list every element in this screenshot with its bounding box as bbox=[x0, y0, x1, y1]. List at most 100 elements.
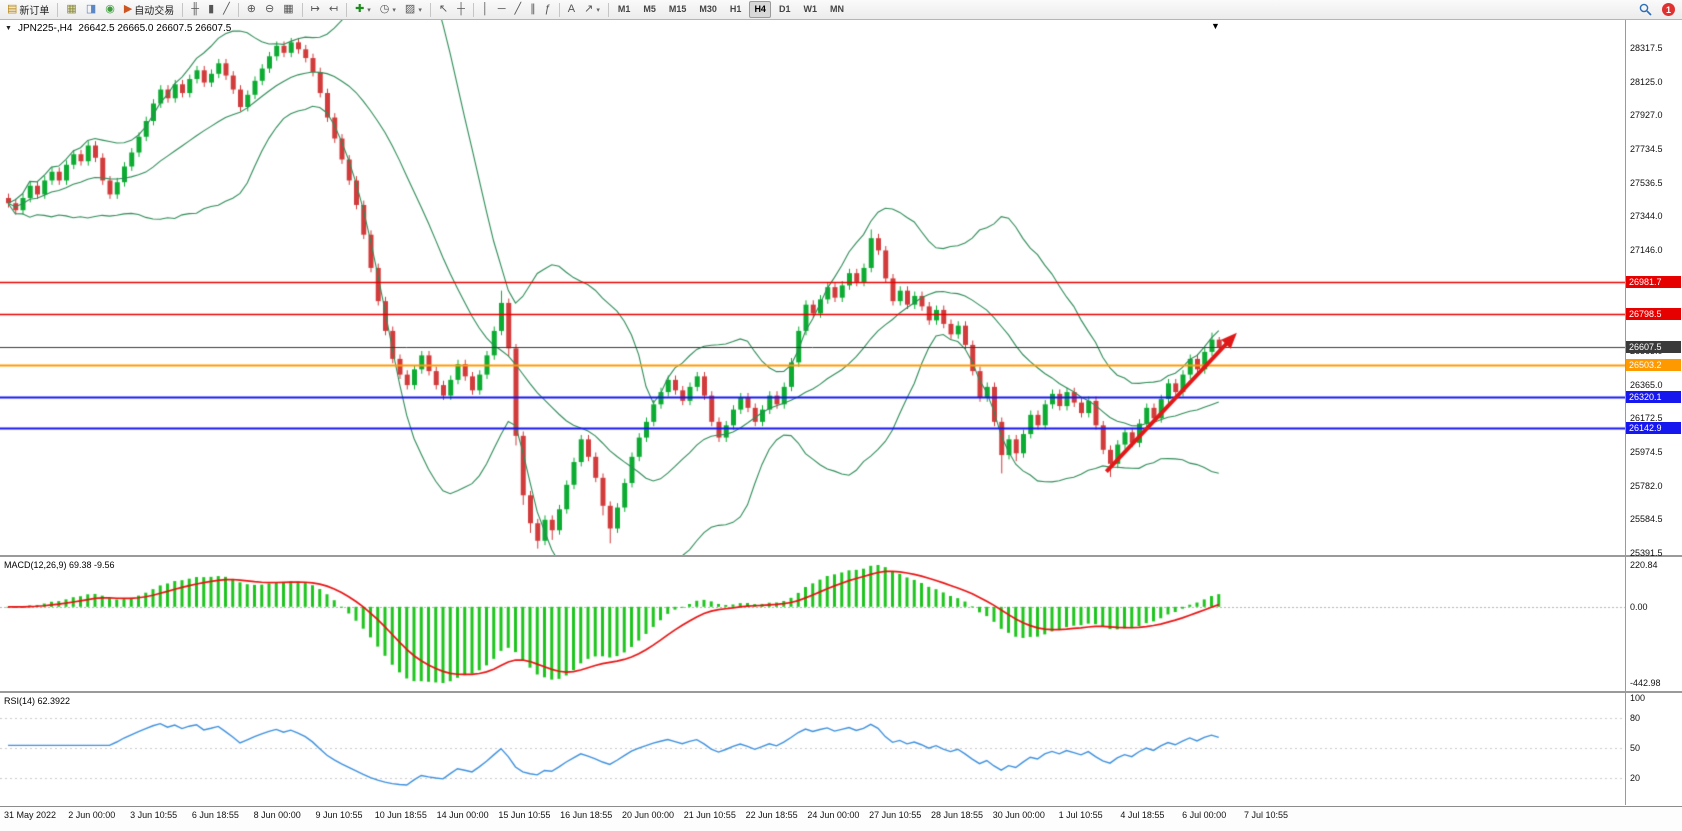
bar-chart-button[interactable]: ╫ bbox=[187, 0, 203, 19]
candlestick-chart-icon: ▮ bbox=[208, 3, 215, 15]
chart-symbol-period: JPN225-,H4 bbox=[17, 23, 73, 34]
toolbar-separator bbox=[607, 2, 609, 17]
toolbar-separator bbox=[429, 2, 431, 17]
panel-separator[interactable] bbox=[0, 691, 1682, 693]
timeframe-h4-button[interactable]: H4 bbox=[749, 1, 771, 18]
profiles-button[interactable]: ◨ bbox=[82, 0, 100, 19]
arrows-dropdown-arrow[interactable]: ▾ bbox=[596, 6, 600, 14]
time-axis-label: 24 Jun 00:00 bbox=[807, 810, 860, 820]
timeframe-m15-button[interactable]: M15 bbox=[668, 4, 687, 14]
zoom-in-button[interactable]: ⊕ bbox=[243, 0, 260, 19]
line-chart-icon: ╱ bbox=[223, 3, 230, 15]
periods-button[interactable]: ◷ ▾ bbox=[376, 0, 400, 19]
arrows-button[interactable]: ↗ ▾ bbox=[580, 0, 604, 19]
timeframe-d1-button[interactable]: D1 bbox=[778, 4, 791, 14]
price-tag-level[interactable]: 26503.2 bbox=[1626, 359, 1681, 372]
templates-dropdown-arrow[interactable]: ▾ bbox=[418, 6, 422, 14]
price-tag-current-price[interactable]: 26607.5 bbox=[1626, 341, 1681, 354]
trendline-button[interactable]: ╱ bbox=[511, 0, 526, 19]
chart-shift-marker[interactable]: ▼ bbox=[1211, 21, 1220, 31]
price-axis-label: 27734.5 bbox=[1630, 144, 1663, 154]
price-axis-label: 28125.0 bbox=[1630, 76, 1663, 87]
horizontal-line-button[interactable]: ─ bbox=[494, 0, 510, 19]
toolbar-buttons: ▤ 新订单 ▦ ◨ ◉ ▶ 自动交易 ╫ ▮ ╱ ⊕ ⊖ ▦ ↦ ↤ ✚ ▾ ◷ ▾ ▨ ▾ ↖ ┼ │ ─ ╱ ∥ ƒ A ↗ ▾ bbox=[3, 0, 612, 19]
time-axis-label: 10 Jun 18:55 bbox=[374, 810, 427, 820]
periods-dropdown-arrow[interactable]: ▾ bbox=[392, 6, 396, 14]
main-price-chart[interactable] bbox=[0, 20, 1625, 555]
search-icon bbox=[1639, 3, 1652, 16]
indicators-dropdown-arrow[interactable]: ▾ bbox=[367, 6, 371, 14]
timeframe-m30-button[interactable]: M30 bbox=[699, 4, 717, 14]
zoom-out-button[interactable]: ⊖ bbox=[261, 0, 278, 19]
toolbar-separator bbox=[472, 2, 474, 17]
time-axis-label: 6 Jul 00:00 bbox=[1182, 810, 1227, 820]
charts-window-button[interactable]: ▦ bbox=[62, 0, 80, 19]
toolbar: ▤ 新订单 ▦ ◨ ◉ ▶ 自动交易 ╫ ▮ ╱ ⊕ ⊖ ▦ ↦ ↤ ✚ ▾ ◷ ▾ ▨ ▾ ↖ ┼ │ ─ ╱ ∥ ƒ A ↗ ▾ M1 M… bbox=[0, 0, 1682, 20]
price-axis-label: 27344.0 bbox=[1630, 211, 1663, 222]
price-tag-support[interactable]: 26320.1 bbox=[1626, 391, 1681, 404]
market-watch-button[interactable]: ◉ bbox=[101, 0, 119, 19]
search-button[interactable] bbox=[1635, 0, 1656, 19]
timeframe-w1-button[interactable]: W1 bbox=[803, 4, 817, 14]
templates-button[interactable]: ▨ ▾ bbox=[401, 0, 426, 19]
time-axis-label: 31 May 2022 bbox=[3, 810, 57, 820]
cursor-button[interactable]: ↖ bbox=[435, 0, 452, 19]
toolbar-separator bbox=[558, 2, 560, 17]
line-chart-button[interactable]: ╱ bbox=[219, 0, 234, 19]
auto-scroll-icon: ↦ bbox=[310, 3, 320, 15]
bar-chart-icon: ╫ bbox=[191, 3, 200, 15]
toolbar-separator bbox=[57, 2, 59, 17]
price-axis-label: 25782.0 bbox=[1630, 480, 1663, 491]
chart-ohlc: 26642.5 26665.0 26607.5 26607.5 bbox=[78, 23, 232, 34]
time-axis-label: 20 Jun 00:00 bbox=[621, 810, 675, 820]
timeframe-h1-button[interactable]: H1 bbox=[729, 4, 742, 14]
rsi-axis-label: 80 bbox=[1630, 713, 1641, 723]
timeframe-m1-button[interactable]: M1 bbox=[617, 4, 631, 14]
candlestick-chart-button[interactable]: ▮ bbox=[204, 0, 218, 19]
rsi-label: RSI(14) 62.3922 bbox=[4, 696, 71, 706]
equidistant-channel-button[interactable]: ∥ bbox=[526, 0, 540, 19]
chart-area: ▼ JPN225-,H4 26642.5 26665.0 26607.5 266… bbox=[0, 20, 1682, 831]
fibonacci-button[interactable]: ƒ bbox=[541, 0, 555, 19]
time-axis-label: 28 Jun 18:55 bbox=[930, 810, 984, 820]
trendline-icon: ╱ bbox=[514, 3, 522, 15]
chart-shift-icon: ↤ bbox=[328, 3, 339, 15]
profiles-icon: ◨ bbox=[85, 3, 97, 15]
price-axis-label: 25584.5 bbox=[1630, 514, 1663, 525]
time-axis-label: 7 Jul 10:55 bbox=[1243, 810, 1289, 820]
indicators-button[interactable]: ✚ ▾ bbox=[351, 0, 375, 19]
price-axis-label: 27927.0 bbox=[1630, 110, 1663, 121]
time-axis-label: 3 Jun 10:55 bbox=[130, 810, 178, 820]
toolbar-separator bbox=[301, 2, 303, 17]
new-order-label: 新订单 bbox=[19, 6, 50, 17]
chart-dropdown-arrow[interactable]: ▼ bbox=[5, 25, 12, 32]
rsi-panel[interactable] bbox=[0, 693, 1625, 805]
text-button[interactable]: A bbox=[564, 0, 579, 19]
timeframe-mn-button[interactable]: MN bbox=[829, 4, 844, 14]
autotrading-button[interactable]: ▶ 自动交易 bbox=[120, 0, 178, 19]
price-tag-resistance[interactable]: 26798.5 bbox=[1626, 307, 1681, 320]
text-icon: A bbox=[567, 3, 576, 15]
panel-separator[interactable] bbox=[0, 555, 1682, 557]
crosshair-button[interactable]: ┼ bbox=[453, 0, 469, 19]
arrows-icon: ↗ bbox=[584, 3, 594, 15]
price-tag-support[interactable]: 26142.9 bbox=[1626, 422, 1681, 435]
rsi-axis-label: 20 bbox=[1630, 773, 1641, 783]
timeframe-m5-button[interactable]: M5 bbox=[643, 4, 656, 14]
price-axis-label: 27536.5 bbox=[1630, 177, 1663, 188]
rsi-axis-label: 100 bbox=[1630, 693, 1646, 703]
price-axis-label: 25391.5 bbox=[1630, 548, 1663, 558]
tile-windows-button[interactable]: ▦ bbox=[279, 0, 297, 19]
price-axis-label: 25974.5 bbox=[1630, 447, 1663, 457]
chart-shift-button[interactable]: ↤ bbox=[325, 0, 342, 19]
vertical-line-button[interactable]: │ bbox=[478, 0, 493, 19]
price-tag-resistance[interactable]: 26981.7 bbox=[1626, 275, 1681, 288]
time-axis-label: 16 Jun 18:55 bbox=[560, 810, 613, 820]
macd-panel[interactable] bbox=[0, 557, 1625, 691]
auto-scroll-button[interactable]: ↦ bbox=[307, 0, 324, 19]
price-axis-label: 26172.5 bbox=[1630, 413, 1663, 424]
new-order-button[interactable]: ▤ 新订单 bbox=[3, 0, 53, 19]
notification-badge[interactable]: 1 bbox=[1662, 3, 1675, 16]
time-scale-background bbox=[0, 806, 1682, 831]
indicators-icon: ✚ bbox=[355, 3, 365, 15]
